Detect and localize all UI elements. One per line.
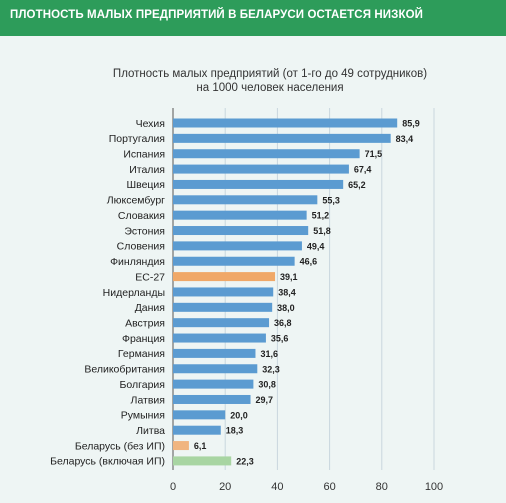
x-tick-label: 80 [376, 481, 388, 493]
value-label: 46,6 [300, 257, 318, 267]
bar [173, 164, 349, 174]
bar [173, 287, 274, 297]
category-label: Великобритания [84, 364, 165, 376]
bar [173, 348, 256, 358]
value-label: 18,3 [226, 426, 244, 436]
value-label: 65,2 [348, 180, 366, 190]
value-label: 71,5 [365, 149, 383, 159]
bar [173, 379, 254, 389]
category-label: Румыния [121, 410, 165, 422]
bar [173, 272, 276, 282]
bar [173, 118, 398, 128]
value-label: 49,4 [307, 241, 325, 251]
category-label: Португалия [109, 133, 165, 145]
bar [173, 364, 258, 374]
value-label: 85,9 [402, 119, 420, 129]
category-label: ЕС-27 [135, 271, 165, 283]
x-tick-label: 40 [271, 481, 283, 493]
category-label: Чехия [136, 118, 165, 130]
category-label: Беларусь (включая ИП) [50, 456, 165, 468]
chart-title: Плотность малых предприятий (от 1-го до … [60, 67, 480, 95]
x-tick-label: 100 [425, 481, 443, 493]
category-label: Испания [123, 149, 165, 161]
chart-title-line-2: на 1000 человек населения [196, 82, 344, 94]
category-label: Болгария [120, 379, 165, 391]
category-label: Италия [129, 164, 165, 176]
category-label: Дания [135, 302, 165, 314]
value-label: 51,2 [312, 211, 330, 221]
value-label: 30,8 [258, 380, 276, 390]
value-label: 20,0 [230, 410, 248, 420]
value-label: 32,3 [262, 364, 280, 374]
value-label: 55,3 [322, 195, 340, 205]
value-label: 39,1 [280, 272, 298, 282]
header-banner: ПЛОТНОСТЬ МАЛЫХ ПРЕДПРИЯТИЙ В БЕЛАРУСИ О… [0, 0, 506, 36]
category-label: Латвия [131, 394, 165, 406]
bar [173, 195, 318, 205]
banner-title: ПЛОТНОСТЬ МАЛЫХ ПРЕДПРИЯТИЙ В БЕЛАРУСИ О… [10, 9, 423, 21]
bar [173, 302, 273, 312]
category-label: Нидерланды [103, 287, 165, 299]
bar [173, 318, 270, 328]
value-label: 38,0 [277, 303, 295, 313]
bar [173, 210, 307, 220]
value-label: 31,6 [260, 349, 278, 359]
category-label: Франция [122, 333, 165, 345]
bar [173, 410, 226, 420]
bar [173, 241, 302, 251]
bar [173, 179, 344, 189]
value-label: 29,7 [256, 395, 274, 405]
bar [173, 133, 391, 143]
x-tick-label: 60 [323, 481, 335, 493]
bar [173, 226, 309, 236]
x-tick-label: 0 [170, 481, 176, 493]
bar [173, 256, 295, 266]
value-label: 35,6 [271, 334, 289, 344]
value-label: 51,8 [313, 226, 331, 236]
value-label: 6,1 [194, 441, 207, 451]
category-label: Австрия [125, 317, 165, 329]
bar [173, 425, 221, 435]
category-label: Эстония [124, 225, 165, 237]
category-label: Финляндия [110, 256, 165, 268]
bar [173, 394, 251, 404]
value-label: 38,4 [278, 287, 296, 297]
bar [173, 149, 360, 159]
category-label: Словения [117, 241, 165, 253]
category-label: Беларусь (без ИП) [75, 440, 165, 452]
value-label: 22,3 [236, 456, 254, 466]
category-label: Швеция [127, 179, 166, 191]
value-label: 67,4 [354, 165, 372, 175]
bar [173, 456, 232, 466]
category-label: Литва [136, 425, 165, 437]
category-label: Германия [118, 348, 165, 360]
bar [173, 333, 266, 343]
x-tick-label: 20 [219, 481, 231, 493]
category-label: Словакия [118, 210, 165, 222]
value-label: 83,4 [396, 134, 414, 144]
value-label: 36,8 [274, 318, 292, 328]
chart-title-line-1: Плотность малых предприятий (от 1-го до … [112, 68, 428, 80]
bar [173, 441, 189, 451]
category-label: Люксембург [107, 195, 165, 207]
